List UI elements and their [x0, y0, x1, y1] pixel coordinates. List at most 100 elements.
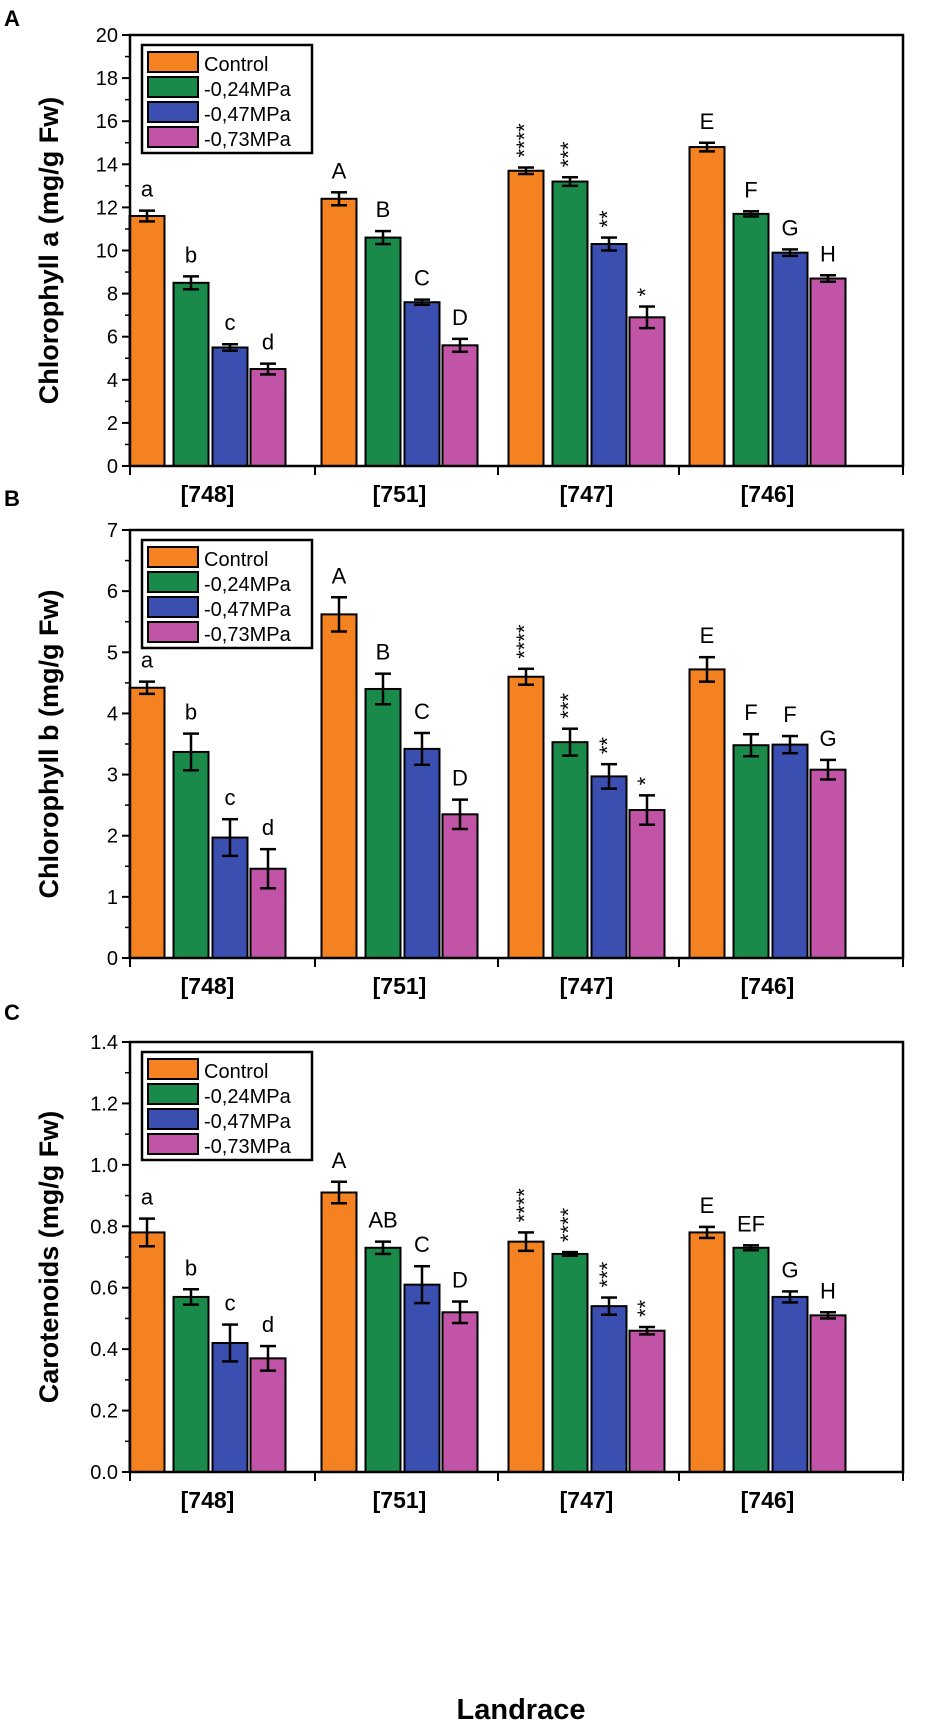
- bar: [172, 281, 210, 468]
- legend-swatch: [147, 51, 199, 73]
- group-letter-label: G: [781, 215, 798, 240]
- bar: [364, 236, 402, 467]
- legend-entry: Control: [204, 54, 268, 76]
- group-letter-label: a: [141, 177, 154, 202]
- group-letter-label: D: [452, 1268, 468, 1293]
- y-tick-label: 0.0: [90, 1462, 118, 1484]
- bar: [688, 1231, 726, 1474]
- group-letter-label: d: [262, 1312, 274, 1337]
- y-tick-label: 5: [107, 642, 118, 664]
- group-letter-label: C: [414, 699, 430, 724]
- group-letter-label: G: [819, 726, 836, 751]
- group-letter-label: G: [781, 1257, 798, 1282]
- bar: [211, 346, 249, 468]
- y-tick-label: 4: [107, 370, 118, 392]
- bar: [732, 744, 770, 959]
- y-tick-label: 4: [107, 703, 118, 725]
- y-tick-label: 7: [107, 520, 118, 542]
- group-letter-label: A: [332, 563, 347, 588]
- significance-label: ***: [556, 141, 581, 167]
- bar: [441, 344, 479, 468]
- legend-entry: -0,47MPa: [204, 104, 292, 126]
- group-letter-label: F: [744, 177, 757, 202]
- bar: [249, 1357, 287, 1474]
- bar: [732, 212, 770, 467]
- bar: [320, 197, 358, 467]
- legend-swatch: [147, 546, 199, 568]
- y-tick-label: 1.2: [90, 1093, 118, 1115]
- group-letter-label: A: [332, 158, 347, 183]
- y-tick-label: 0.6: [90, 1278, 118, 1300]
- bar: [771, 743, 809, 960]
- significance-label: *: [633, 288, 658, 297]
- x-category-label: [747]: [560, 973, 614, 999]
- group-letter-label: E: [700, 623, 715, 648]
- group-letter-label: F: [783, 702, 796, 727]
- group-letter-label: EF: [737, 1211, 765, 1236]
- y-tick-label: 0.8: [90, 1216, 118, 1238]
- group-letter-label: a: [141, 1185, 154, 1210]
- x-category-label: [746]: [741, 973, 795, 999]
- significance-label: ****: [512, 624, 537, 659]
- group-letter-label: b: [185, 700, 197, 725]
- bar: [403, 301, 441, 467]
- significance-label: ****: [512, 1188, 537, 1223]
- x-category-label: [746]: [741, 1487, 795, 1513]
- legend-swatch: [147, 1108, 199, 1130]
- bar: [590, 1305, 628, 1473]
- y-tick-label: 6: [107, 581, 118, 603]
- y-tick-label: 1.4: [90, 1032, 118, 1054]
- y-axis-title: Carotenoids (mg/g Fw): [34, 1111, 64, 1404]
- bar: [688, 668, 726, 959]
- y-tick-label: 1: [107, 887, 118, 909]
- y-tick-label: 2: [107, 413, 118, 435]
- legend-swatch: [147, 596, 199, 618]
- significance-label: **: [633, 1299, 658, 1317]
- bar: [628, 316, 666, 467]
- bar: [688, 146, 726, 467]
- bar: [809, 768, 847, 959]
- group-letter-label: B: [376, 640, 391, 665]
- bar: [771, 1295, 809, 1474]
- x-category-label: [751]: [373, 481, 427, 507]
- bar: [249, 368, 287, 467]
- panel-label: B: [4, 486, 20, 511]
- legend-entry: -0,73MPa: [204, 1136, 292, 1158]
- significance-label: **: [595, 737, 620, 755]
- group-letter-label: E: [700, 1193, 715, 1218]
- legend-swatch: [147, 571, 199, 593]
- y-tick-label: 20: [96, 25, 118, 47]
- group-letter-label: c: [225, 785, 236, 810]
- group-letter-label: C: [414, 1232, 430, 1257]
- bar: [628, 1329, 666, 1473]
- bar: [441, 813, 479, 959]
- x-category-label: [747]: [560, 481, 614, 507]
- y-tick-label: 0: [107, 948, 118, 970]
- significance-label: ****: [512, 123, 537, 158]
- group-letter-label: B: [376, 197, 391, 222]
- bar: [320, 1191, 358, 1473]
- y-tick-label: 8: [107, 284, 118, 306]
- x-category-label: [747]: [560, 1487, 614, 1513]
- y-tick-label: 14: [96, 154, 118, 176]
- legend-entry: -0,24MPa: [204, 79, 292, 101]
- y-tick-label: 1.0: [90, 1155, 118, 1177]
- y-axis-title: Chlorophyll a (mg/g Fw): [34, 97, 64, 404]
- legend-entry: Control: [204, 549, 268, 571]
- group-letter-label: A: [332, 1148, 347, 1173]
- bar: [403, 1283, 441, 1473]
- group-letter-label: d: [262, 330, 274, 355]
- group-letter-label: D: [452, 305, 468, 330]
- x-category-label: [748]: [181, 973, 235, 999]
- bar: [128, 686, 166, 960]
- bar: [507, 1240, 545, 1473]
- significance-label: ***: [595, 1261, 620, 1287]
- x-category-label: [748]: [181, 481, 235, 507]
- legend-entry: -0,47MPa: [204, 599, 292, 621]
- chart-panel-b: Ba A **** Eb B *** Fc C ** Fd D * G 0 1 2 3 4 5 6 7 [748] [751…: [4, 486, 905, 999]
- bar: [320, 613, 358, 959]
- x-category-label: [751]: [373, 973, 427, 999]
- y-tick-label: 12: [96, 197, 118, 219]
- legend-swatch: [147, 101, 199, 123]
- legend-entry: -0,73MPa: [204, 624, 292, 646]
